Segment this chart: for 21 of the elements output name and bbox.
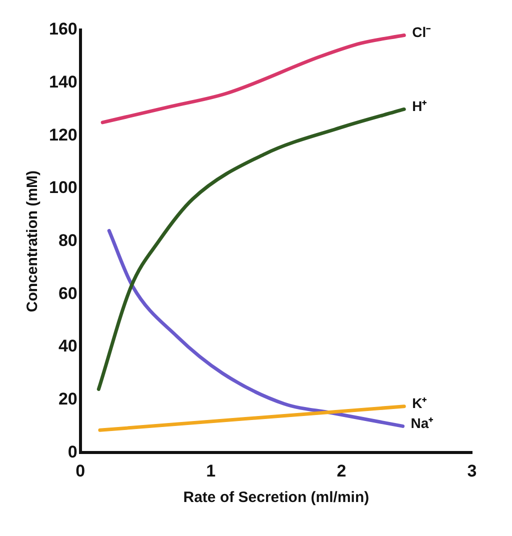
series-label: Na⁺ <box>410 415 434 432</box>
x-tick-label: 1 <box>206 461 216 480</box>
y-tick-label: 140 <box>48 72 78 92</box>
y-tick-label: 100 <box>48 178 78 198</box>
x-tick-label: 2 <box>336 461 346 480</box>
series-label: H⁺ <box>412 98 428 114</box>
x-axis-title: Rate of Secretion (ml/min) <box>183 489 370 506</box>
y-tick-label: 40 <box>58 336 78 356</box>
y-tick-label: 80 <box>58 230 78 250</box>
y-tick-label: 160 <box>48 20 78 39</box>
series-label: K⁺ <box>412 395 428 412</box>
line-series <box>100 34 406 124</box>
y-tick-label: 0 <box>68 442 78 462</box>
line-series <box>107 228 405 428</box>
y-tick-label: 20 <box>58 389 78 408</box>
series-label: Cl⁻ <box>412 24 432 40</box>
x-tick-label: 3 <box>467 461 477 480</box>
y-axis-title: Concentration (mM) <box>24 170 42 312</box>
line-series <box>96 107 406 391</box>
y-tick-label: 120 <box>48 125 78 144</box>
y-tick-label: 60 <box>58 284 78 303</box>
